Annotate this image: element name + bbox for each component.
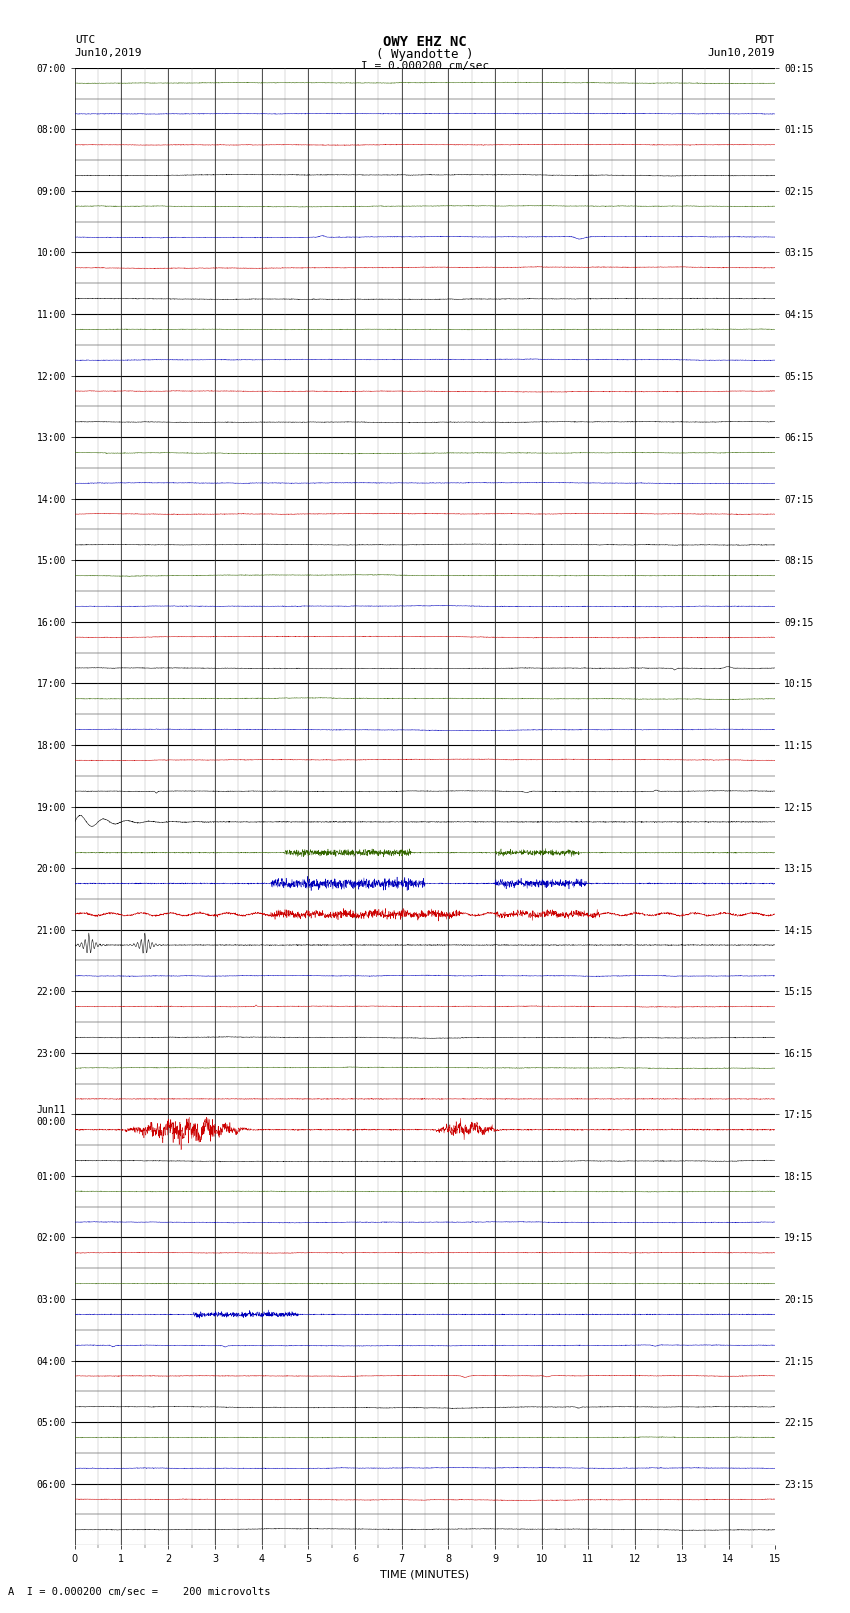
Text: PDT: PDT — [755, 35, 775, 45]
Text: ( Wyandotte ): ( Wyandotte ) — [377, 48, 473, 61]
Text: Jun10,2019: Jun10,2019 — [75, 48, 142, 58]
Text: OWY EHZ NC: OWY EHZ NC — [383, 35, 467, 50]
Text: A  I = 0.000200 cm/sec =    200 microvolts: A I = 0.000200 cm/sec = 200 microvolts — [8, 1587, 271, 1597]
X-axis label: TIME (MINUTES): TIME (MINUTES) — [381, 1569, 469, 1579]
Text: Jun10,2019: Jun10,2019 — [708, 48, 775, 58]
Text: I = 0.000200 cm/sec: I = 0.000200 cm/sec — [361, 61, 489, 71]
Text: UTC: UTC — [75, 35, 95, 45]
